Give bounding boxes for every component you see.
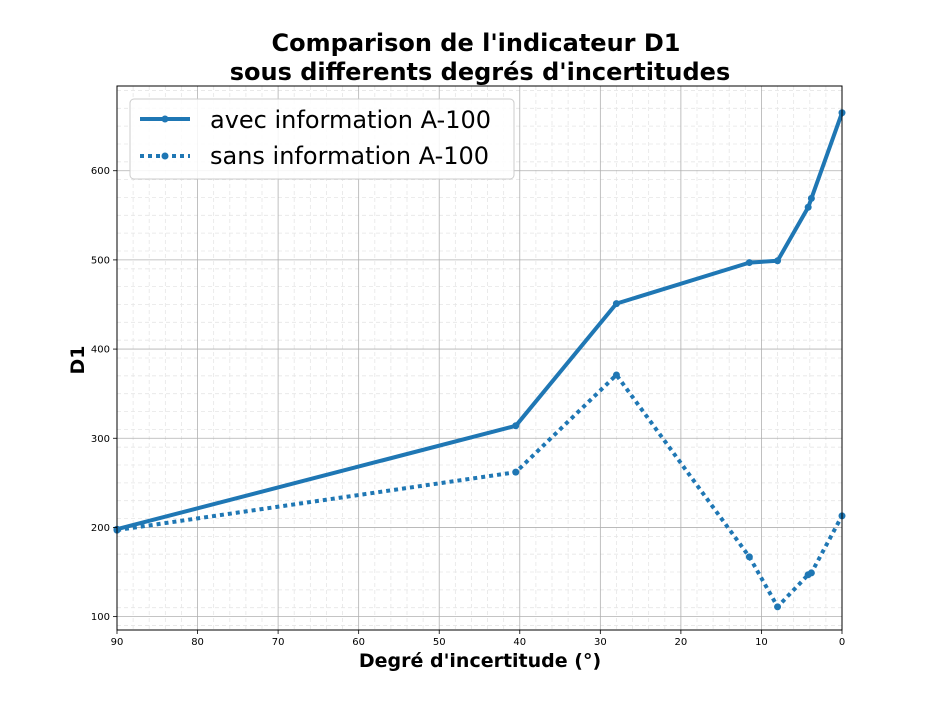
- legend-marker-dotted: [161, 152, 169, 160]
- x-tick-label: 70: [272, 637, 285, 648]
- x-tick-label: 20: [675, 637, 688, 648]
- y-tick-label: 400: [91, 345, 110, 356]
- legend-label-sans: sans information A-100: [210, 142, 489, 170]
- plot-frame: [116, 85, 843, 631]
- y-tick-label: 500: [91, 255, 110, 266]
- x-tick-label: 10: [755, 637, 768, 648]
- data-point-dotted: [807, 569, 815, 577]
- data-point-solid: [804, 203, 812, 211]
- data-point-solid: [774, 257, 782, 265]
- data-point-solid: [512, 422, 520, 430]
- legend: avec information A-100 sans information …: [129, 98, 515, 180]
- data-point-dotted: [745, 553, 753, 561]
- chart-title-line-1: Comparison de l'indicateur D1: [272, 29, 681, 57]
- x-axis-label: Degré d'incertitude (°): [359, 650, 601, 672]
- y-axis-label: D1: [67, 346, 89, 375]
- x-tick-label: 80: [191, 637, 204, 648]
- y-tick-label: 300: [91, 434, 110, 445]
- chart-title-line-2: sous differents degrés d'incertitudes: [230, 58, 731, 86]
- data-point-dotted: [612, 371, 620, 379]
- legend-box: [129, 98, 515, 180]
- data-point-dotted: [512, 468, 520, 476]
- y-tick-label: 100: [91, 612, 110, 623]
- legend-marker-solid: [161, 115, 169, 123]
- y-tick-label: 200: [91, 523, 110, 534]
- x-tick-label: 0: [839, 637, 845, 648]
- data-point-dotted: [774, 603, 782, 611]
- x-tick-label: 60: [352, 637, 365, 648]
- data-point-solid: [807, 194, 815, 202]
- data-point-solid: [745, 259, 753, 267]
- x-axis-ticks: 90 80 70 60 50 40 30 20 10 0: [111, 630, 845, 648]
- data-point-solid: [612, 300, 620, 308]
- series-layer: [113, 109, 846, 611]
- y-axis-ticks: 100 200 300 400 500 600: [91, 166, 117, 623]
- legend-label-avec: avec information A-100: [210, 106, 491, 134]
- x-tick-label: 30: [594, 637, 607, 648]
- x-tick-label: 50: [433, 637, 446, 648]
- x-tick-label: 90: [111, 637, 124, 648]
- x-tick-label: 40: [513, 637, 526, 648]
- y-tick-label: 600: [91, 166, 110, 177]
